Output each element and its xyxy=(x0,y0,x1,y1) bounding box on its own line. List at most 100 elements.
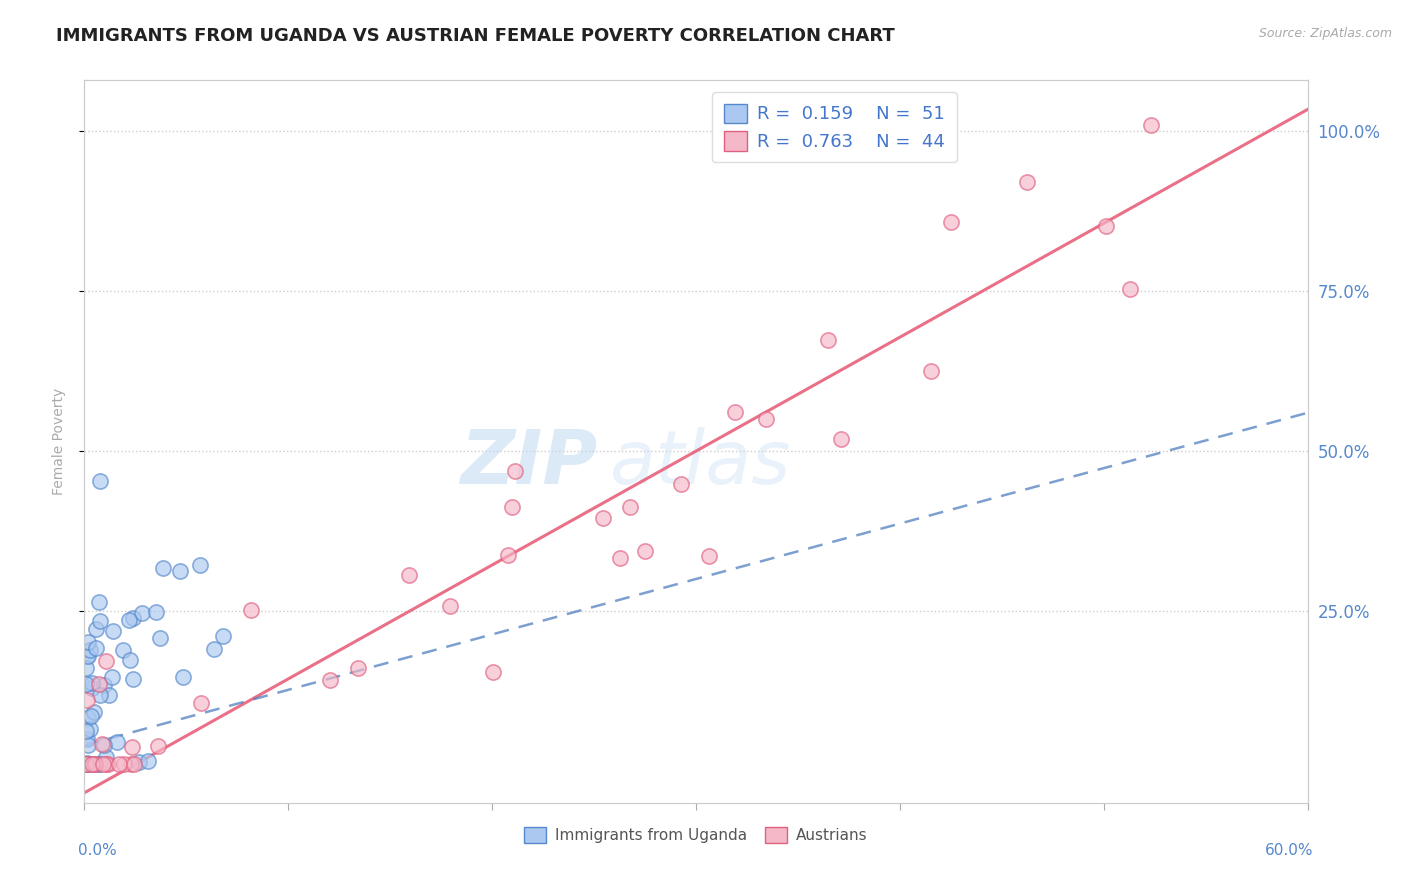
Point xyxy=(87,677,110,691)
Point xyxy=(76,732,98,747)
Point xyxy=(118,613,141,627)
Point xyxy=(80,757,103,772)
Point xyxy=(80,709,103,723)
Point xyxy=(724,405,747,419)
Point xyxy=(97,757,120,772)
Point xyxy=(145,606,167,620)
Point xyxy=(80,681,103,695)
Point xyxy=(89,615,111,629)
Point xyxy=(148,631,170,645)
Point xyxy=(755,412,778,426)
Point xyxy=(89,757,111,772)
Point xyxy=(482,665,505,679)
Point xyxy=(202,642,225,657)
Point xyxy=(76,756,98,770)
Point xyxy=(817,334,839,348)
Point xyxy=(592,510,614,524)
Point xyxy=(190,697,212,711)
Point xyxy=(634,543,657,558)
Point xyxy=(501,500,523,514)
Point xyxy=(75,661,97,675)
Point xyxy=(1094,219,1116,233)
Point xyxy=(76,756,98,771)
Point xyxy=(75,757,97,772)
Point xyxy=(136,754,159,768)
Point xyxy=(1139,119,1161,133)
Point xyxy=(120,757,142,772)
Point xyxy=(98,689,121,703)
Point xyxy=(122,611,145,625)
Point xyxy=(76,738,98,752)
Y-axis label: Female Poverty: Female Poverty xyxy=(52,388,66,495)
Legend: Immigrants from Uganda, Austrians: Immigrants from Uganda, Austrians xyxy=(519,822,873,849)
Point xyxy=(131,606,153,620)
Point xyxy=(76,693,98,707)
Point xyxy=(80,676,103,690)
Point xyxy=(347,661,370,675)
Point xyxy=(439,599,461,613)
Point xyxy=(79,643,101,657)
Point xyxy=(146,739,169,754)
Point xyxy=(105,735,128,749)
Point xyxy=(93,738,115,752)
Point xyxy=(89,475,111,489)
Point xyxy=(101,670,124,684)
Point xyxy=(75,677,97,691)
Point xyxy=(152,560,174,574)
Point xyxy=(79,757,101,772)
Point xyxy=(76,757,98,772)
Point xyxy=(503,464,526,478)
Point xyxy=(1017,175,1039,189)
Point xyxy=(89,757,111,772)
Point xyxy=(84,641,107,656)
Text: ZIP: ZIP xyxy=(461,426,598,500)
Text: Source: ZipAtlas.com: Source: ZipAtlas.com xyxy=(1258,27,1392,40)
Point xyxy=(169,564,191,578)
Point xyxy=(77,635,100,649)
Point xyxy=(103,624,125,638)
Point xyxy=(89,689,111,703)
Point xyxy=(188,558,211,572)
Point xyxy=(830,433,852,447)
Point xyxy=(91,737,114,751)
Point xyxy=(609,550,631,565)
Point xyxy=(920,364,942,378)
Point xyxy=(94,750,117,764)
Point xyxy=(211,629,233,643)
Point xyxy=(128,755,150,769)
Point xyxy=(75,757,97,772)
Text: 60.0%: 60.0% xyxy=(1265,843,1313,857)
Point xyxy=(79,723,101,737)
Point xyxy=(122,757,145,772)
Point xyxy=(76,648,98,663)
Point xyxy=(86,622,108,636)
Point xyxy=(83,757,105,772)
Point xyxy=(939,214,962,228)
Point xyxy=(121,739,143,754)
Point xyxy=(121,672,143,686)
Point xyxy=(398,568,420,582)
Point xyxy=(319,673,342,687)
Point xyxy=(111,642,134,657)
Point xyxy=(108,757,131,772)
Text: IMMIGRANTS FROM UGANDA VS AUSTRIAN FEMALE POVERTY CORRELATION CHART: IMMIGRANTS FROM UGANDA VS AUSTRIAN FEMAL… xyxy=(56,27,896,45)
Text: atlas: atlas xyxy=(610,427,792,500)
Point xyxy=(87,595,110,609)
Point xyxy=(91,757,114,772)
Point xyxy=(496,548,519,562)
Point xyxy=(619,500,641,515)
Point xyxy=(83,757,105,772)
Point xyxy=(172,670,194,684)
Point xyxy=(83,705,105,719)
Point xyxy=(75,724,97,739)
Point xyxy=(112,757,135,772)
Point xyxy=(94,654,117,668)
Point xyxy=(76,711,98,725)
Point xyxy=(77,649,100,664)
Point xyxy=(94,757,117,772)
Point xyxy=(120,653,142,667)
Point xyxy=(83,757,105,772)
Point xyxy=(669,477,692,491)
Point xyxy=(697,549,720,564)
Point xyxy=(240,602,263,616)
